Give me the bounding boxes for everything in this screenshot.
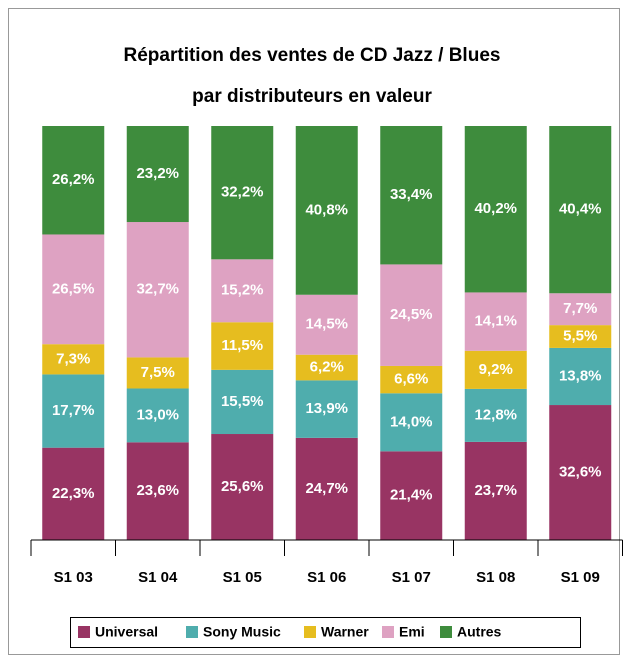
bar-segment (380, 365, 443, 394)
bar-segment (126, 222, 189, 358)
value-label: 26,2% (52, 171, 95, 188)
legend-label: Warner (321, 624, 369, 640)
bar-segment (42, 374, 105, 448)
value-label: 24,7% (305, 480, 348, 497)
bar-segment (126, 126, 189, 223)
bar-segment (295, 437, 358, 540)
value-label: 14,0% (390, 413, 433, 430)
bar-segment (211, 126, 274, 260)
value-label: 21,4% (390, 487, 433, 504)
bar-segment (42, 126, 105, 235)
value-label: 17,7% (52, 402, 95, 419)
legend-swatch (186, 626, 198, 638)
x-tick-label: S1 05 (223, 569, 262, 586)
bar-segment (464, 350, 527, 389)
value-label: 23,2% (136, 165, 179, 182)
value-label: 40,8% (305, 201, 348, 218)
value-label: 13,0% (136, 406, 179, 423)
value-label: 32,2% (221, 184, 264, 201)
x-tick-label: S1 04 (138, 569, 178, 586)
value-label: 7,5% (141, 364, 175, 381)
bar-segment (380, 126, 443, 265)
x-tick-label: S1 08 (476, 569, 515, 586)
legend-swatch (440, 626, 452, 638)
bar-segment (549, 325, 612, 348)
value-label: 40,4% (559, 201, 602, 218)
bar-segment (295, 294, 358, 355)
value-label: 15,5% (221, 393, 264, 410)
value-label: 26,5% (52, 280, 95, 297)
value-label: 32,7% (136, 281, 179, 298)
value-label: 14,5% (305, 316, 348, 333)
bar-segment (295, 354, 358, 381)
bar-segment (549, 405, 612, 540)
x-tick-label: S1 06 (307, 569, 346, 586)
value-label: 24,5% (390, 306, 433, 323)
bar-segment (295, 380, 358, 438)
value-label: 22,3% (52, 485, 95, 502)
legend-label: Universal (95, 624, 158, 640)
bar-segment (42, 447, 105, 540)
value-label: 13,8% (559, 367, 602, 384)
bar-segment (126, 388, 189, 443)
value-label: 13,9% (305, 400, 348, 417)
bar-segment (211, 259, 274, 323)
value-label: 25,6% (221, 478, 264, 495)
value-label: 6,2% (310, 359, 344, 376)
legend-swatch (304, 626, 316, 638)
bar-segment (549, 347, 612, 406)
bar-segment (211, 369, 274, 435)
value-label: 33,4% (390, 186, 433, 203)
value-label: 7,3% (56, 350, 90, 367)
value-label: 23,6% (136, 482, 179, 499)
legend-swatch (78, 626, 90, 638)
value-label: 11,5% (221, 337, 263, 354)
bar-segment (464, 388, 527, 442)
x-tick-label: S1 09 (561, 569, 600, 586)
x-tick-label: S1 07 (392, 569, 431, 586)
value-label: 12,8% (474, 406, 517, 423)
legend-box (70, 617, 581, 648)
value-label: 7,7% (563, 300, 597, 317)
chart-title: par distributeurs en valeur (192, 86, 432, 107)
value-label: 32,6% (559, 463, 602, 480)
bar-segment (380, 264, 443, 366)
bar-segment (211, 434, 274, 540)
chart-title: Répartition des ventes de CD Jazz / Blue… (124, 45, 501, 66)
bar-segment (464, 441, 527, 540)
bar-segment (380, 451, 443, 540)
bar-segment (464, 126, 527, 293)
legend-label: Sony Music (203, 624, 281, 640)
bar-segment (126, 357, 189, 389)
value-label: 14,1% (474, 313, 517, 330)
value-label: 9,2% (479, 361, 513, 378)
value-label: 5,5% (563, 327, 597, 344)
bar-segment (42, 234, 105, 345)
legend-label: Emi (399, 624, 425, 640)
bar-segment (126, 442, 189, 540)
bar-segment (549, 126, 612, 294)
legend-swatch (382, 626, 394, 638)
bar-segment (295, 126, 358, 295)
bar-segment (549, 293, 612, 326)
x-tick-label: S1 03 (54, 569, 93, 586)
bar-segment (380, 393, 443, 452)
value-label: 23,7% (474, 482, 517, 499)
value-label: 6,6% (394, 371, 428, 388)
bar-segment (464, 292, 527, 351)
value-label: 40,2% (474, 200, 517, 217)
legend-label: Autres (457, 624, 502, 640)
value-label: 15,2% (221, 282, 264, 299)
bar-segment (211, 322, 274, 370)
bar-segment (42, 344, 105, 375)
